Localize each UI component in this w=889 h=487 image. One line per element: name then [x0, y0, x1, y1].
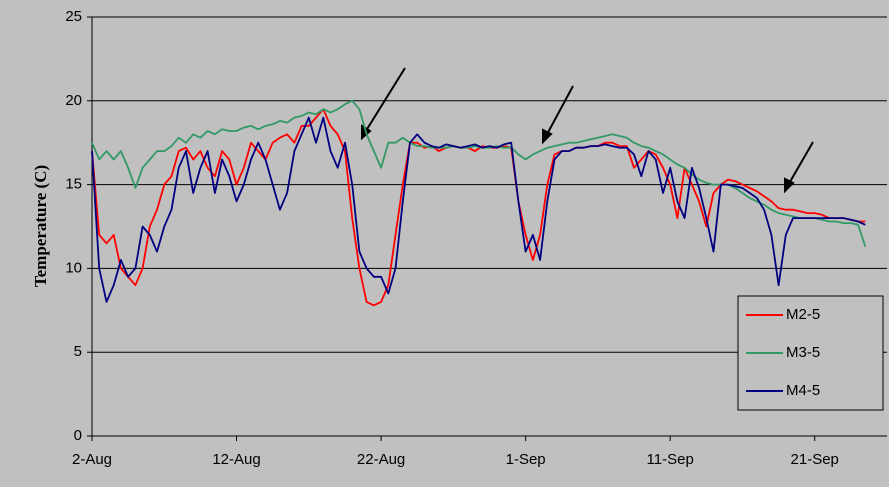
- x-tick-label: 12-Aug: [212, 451, 260, 468]
- x-tick-label: 22-Aug: [357, 451, 405, 468]
- legend-label: M3-5: [786, 344, 820, 361]
- y-tick-label: 5: [74, 343, 82, 360]
- x-tick-label: 1-Sep: [506, 451, 546, 468]
- arrow-head: [542, 128, 553, 145]
- legend-label: M2-5: [786, 306, 820, 323]
- legend: M2-5 M3-5 M4-5: [737, 295, 884, 411]
- y-axis-label: Temperature (C): [31, 165, 50, 287]
- arrows: [361, 67, 814, 194]
- x-tick-label: 2-Aug: [72, 451, 112, 468]
- y-tick-label: 20: [65, 92, 82, 109]
- y-tick-label: 25: [65, 8, 82, 25]
- x-tick-label: 11-Sep: [647, 451, 694, 468]
- y-tick-label: 10: [65, 259, 82, 276]
- series-line: [91, 108, 866, 307]
- x-tick-label: 21-Sep: [791, 451, 839, 468]
- y-tick-label: 15: [65, 176, 82, 193]
- arrow: [786, 141, 814, 188]
- series-line: [91, 116, 866, 303]
- arrow: [544, 85, 574, 139]
- legend-label: M4-5: [786, 382, 820, 399]
- y-tick-label: 0: [74, 427, 82, 444]
